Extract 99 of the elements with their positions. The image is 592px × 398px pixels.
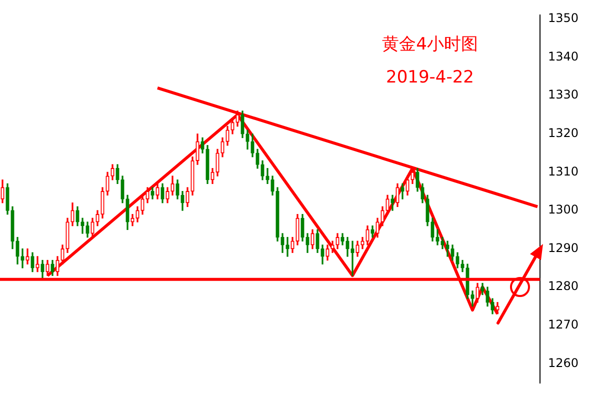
candlestick bbox=[426, 194, 430, 226]
candlestick bbox=[100, 187, 104, 218]
candlestick bbox=[200, 137, 204, 154]
candlestick bbox=[10, 206, 14, 250]
candlestick bbox=[210, 168, 214, 184]
candlestick bbox=[60, 244, 64, 264]
y-tick-label: 1320 bbox=[548, 126, 579, 140]
candlestick bbox=[456, 252, 460, 268]
candlestick bbox=[476, 282, 480, 303]
y-tick-label: 1300 bbox=[548, 202, 579, 217]
candlestick bbox=[250, 134, 254, 158]
candlestick bbox=[256, 148, 260, 169]
candlestick bbox=[450, 244, 454, 261]
candlestick bbox=[206, 145, 210, 184]
candlestick bbox=[270, 176, 274, 196]
candlestick bbox=[30, 252, 34, 272]
candlestick bbox=[276, 187, 280, 242]
y-tick-label: 1260 bbox=[548, 356, 579, 370]
y-tick-label: 1350 bbox=[548, 11, 579, 26]
candlestick bbox=[196, 134, 200, 165]
candlestick bbox=[150, 187, 154, 200]
candlestick bbox=[240, 110, 244, 138]
text: 黄金4小时图 bbox=[382, 34, 478, 54]
candlestick bbox=[76, 206, 80, 226]
candlestick bbox=[316, 229, 320, 253]
candlestick bbox=[430, 218, 434, 242]
candlestick bbox=[176, 180, 180, 200]
candlestick bbox=[266, 168, 270, 184]
candlestick bbox=[170, 176, 174, 196]
candlestick bbox=[80, 218, 84, 234]
y-tick-label: 1270 bbox=[548, 317, 579, 332]
candlestick bbox=[396, 183, 400, 207]
candlestick bbox=[416, 168, 420, 192]
candlestick bbox=[16, 236, 20, 264]
candlestick bbox=[166, 187, 170, 204]
candlestick bbox=[216, 148, 220, 176]
candlestick bbox=[96, 210, 100, 226]
candlestick bbox=[446, 240, 450, 257]
candlestick bbox=[56, 256, 60, 276]
candlestick bbox=[6, 183, 10, 215]
candlestick bbox=[36, 256, 40, 272]
candlestick bbox=[160, 183, 164, 204]
candlestick bbox=[360, 236, 364, 250]
candlestick bbox=[90, 218, 94, 238]
candlestick bbox=[330, 240, 334, 253]
candlestick bbox=[350, 240, 354, 276]
candlestick bbox=[436, 229, 440, 246]
candlestick bbox=[116, 164, 120, 184]
candlestick bbox=[156, 183, 160, 200]
candlestick bbox=[110, 164, 114, 180]
candlestick bbox=[220, 137, 224, 158]
candlestick bbox=[140, 194, 144, 215]
candlestick bbox=[336, 233, 340, 250]
candlestick bbox=[106, 172, 110, 196]
candlestick bbox=[296, 214, 300, 246]
candlestick bbox=[290, 236, 294, 253]
candlestick bbox=[386, 194, 390, 215]
candlestick bbox=[490, 298, 494, 314]
candlestick bbox=[260, 160, 264, 180]
y-tick-label: 1290 bbox=[548, 240, 579, 255]
candlestick bbox=[120, 176, 124, 204]
candlestick bbox=[326, 244, 330, 261]
candlestick bbox=[400, 183, 404, 200]
y-tick-label: 1340 bbox=[548, 49, 579, 64]
y-tick-label: 1280 bbox=[548, 279, 579, 294]
candlestick bbox=[86, 222, 90, 238]
candlestick bbox=[376, 218, 380, 238]
candlestick bbox=[390, 194, 394, 211]
candlestick bbox=[50, 260, 54, 276]
candlestick bbox=[440, 236, 444, 250]
y-tick-label: 1330 bbox=[548, 88, 579, 102]
candlestick bbox=[130, 214, 134, 226]
candlestick bbox=[480, 282, 484, 296]
candlestick bbox=[300, 214, 304, 242]
candlestick bbox=[226, 126, 230, 146]
candlestick bbox=[126, 194, 130, 230]
candlestick bbox=[20, 248, 24, 268]
candlestick bbox=[486, 286, 490, 307]
candlestick bbox=[406, 176, 410, 196]
candlestick bbox=[370, 225, 374, 238]
text: 2019-4-22 bbox=[386, 67, 474, 88]
candlestick bbox=[366, 225, 370, 246]
y-tick-label: 1310 bbox=[548, 164, 579, 178]
candlestick bbox=[310, 229, 314, 250]
candlestick bbox=[136, 206, 140, 222]
candlestick bbox=[190, 156, 194, 196]
candlestick bbox=[460, 260, 464, 272]
candlestick bbox=[420, 183, 424, 204]
candlestick bbox=[470, 290, 474, 307]
candlestick bbox=[146, 187, 150, 204]
candlestick bbox=[70, 202, 74, 226]
candlestick bbox=[66, 218, 70, 253]
candlestick bbox=[340, 233, 344, 246]
candlestick bbox=[186, 187, 190, 207]
candlestick bbox=[230, 118, 234, 134]
candlestick bbox=[26, 248, 30, 264]
candlestick bbox=[380, 206, 384, 226]
candlestick bbox=[356, 240, 360, 257]
candlestick bbox=[286, 236, 290, 257]
